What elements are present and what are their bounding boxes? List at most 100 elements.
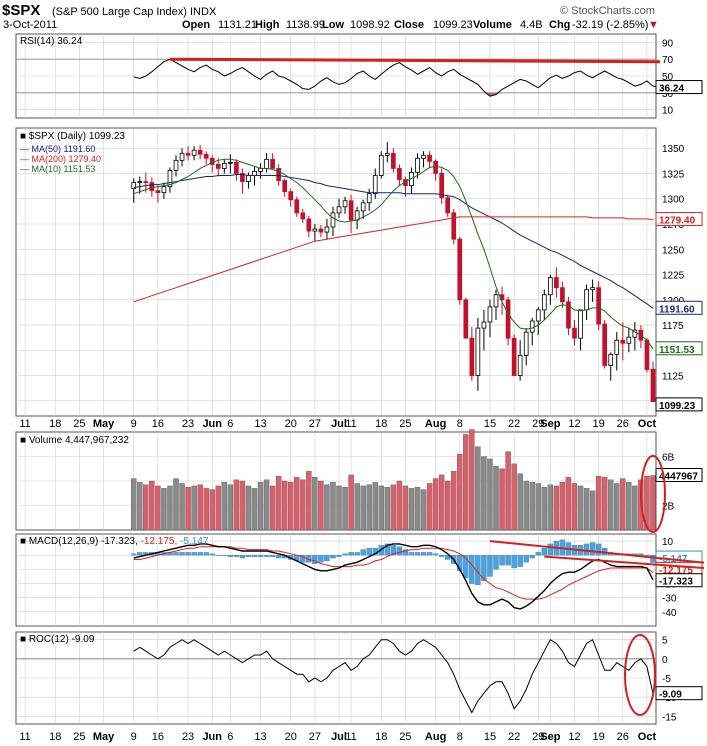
volume-bar: [457, 453, 463, 531]
chart-header: $SPX (S&P 500 Large Cap Index) INDX © St…: [2, 2, 659, 31]
x-tick-label: Jun: [202, 418, 222, 430]
ma200-value-label-box: [655, 212, 703, 227]
macd-tick-label: -40: [662, 608, 677, 619]
volume-title: ■ Volume 4,447,967,232: [20, 435, 129, 446]
volume-bar: [493, 466, 499, 531]
candle-body: [228, 161, 233, 164]
ma10-value-label-box: [655, 341, 703, 356]
macd-histogram-bar: [209, 553, 215, 556]
x-tick-label: 25: [399, 731, 411, 743]
macd-histogram-bar: [408, 552, 415, 556]
volume-bar: [565, 477, 572, 531]
volume-value-label-box: [655, 467, 703, 482]
x-tick-label: 27: [309, 418, 321, 430]
volume-bar: [294, 477, 300, 531]
candle-body: [215, 163, 221, 169]
macd-histogram-bar: [263, 555, 270, 557]
candle-body: [324, 226, 330, 233]
volume-bar: [402, 485, 409, 531]
volume-bar: [324, 484, 330, 531]
volume-bar: [523, 480, 529, 531]
macd-tick-label: -30: [662, 594, 677, 605]
x-tick-label: Aug: [425, 731, 446, 743]
x-tick-label: 16: [152, 418, 164, 430]
macd-histogram-bar: [233, 555, 240, 557]
macd-trendline-upper: [489, 540, 705, 564]
roc-panel: 50-5-10-15■ ROC(12) -9.09-9.09: [15, 631, 703, 725]
candle-body: [342, 200, 348, 208]
x-tick-label: 13: [254, 418, 266, 430]
candle-body: [391, 152, 396, 169]
candle-body: [511, 337, 517, 376]
candle-body: [378, 154, 384, 176]
macd-histogram-bar: [191, 552, 197, 556]
candle-body: [397, 168, 402, 180]
macd-histogram-bar: [499, 555, 505, 566]
index-name: (S&P 500 Large Cap Index): [52, 6, 187, 18]
ma50-value-label-box: [655, 300, 703, 315]
volume-bar: [173, 478, 179, 531]
chg-value: -32.19 (-2.85%): [572, 19, 648, 31]
candle-body: [614, 339, 620, 355]
candle-body: [487, 306, 493, 323]
macd-histogram-bar: [438, 555, 445, 557]
x-tick-label: 15: [484, 418, 496, 430]
macd-histogram-bar: [354, 552, 360, 556]
macd-histogram-bar: [511, 555, 517, 569]
x-tick-label: 11: [345, 418, 356, 430]
volume-bar: [632, 485, 638, 531]
x-tick-label: 18: [375, 418, 387, 430]
x-tick-label: 19: [593, 731, 605, 743]
open-value: 1131.21: [218, 19, 257, 31]
x-tick-label: 16: [152, 731, 164, 743]
x-tick-label: 25: [73, 731, 85, 743]
x-tick-label: 13: [254, 731, 266, 743]
macd-histogram-bar: [366, 548, 372, 556]
rsi-tick-label: 70: [662, 55, 674, 66]
low-value: 1098.92: [350, 19, 390, 31]
price-tick-label: 1300: [662, 195, 685, 206]
volume-value-label: 4447967: [655, 467, 703, 482]
rsi-trendline: [169, 57, 661, 64]
volume-bar: [589, 490, 596, 531]
volume-bar: [312, 477, 318, 531]
macd-histogram-bar: [535, 552, 541, 556]
volume-bar: [354, 483, 360, 531]
hist-value-text: -5.147: [180, 536, 209, 547]
volume-bar: [197, 484, 203, 531]
candle-body: [529, 320, 535, 333]
candle-body: [445, 197, 451, 214]
volume-bar: [203, 488, 209, 531]
macd-histogram-bar: [269, 555, 276, 557]
candle-body: [517, 354, 523, 376]
candle-body: [421, 154, 426, 159]
macd-histogram-bar: [547, 543, 554, 556]
candle-body: [234, 161, 239, 174]
candle-body: [554, 277, 559, 289]
x-tick-label: May: [93, 731, 115, 743]
candle-body: [173, 159, 179, 171]
candle-body: [336, 206, 342, 214]
x-tick-label: 18: [375, 731, 387, 743]
volume-bar: [475, 446, 481, 531]
volume-bar: [161, 488, 167, 531]
rsi-tick-label: 10: [662, 106, 674, 117]
roc-tick-label: 5: [662, 636, 668, 647]
candle-body: [475, 327, 481, 376]
volume-bar: [360, 485, 366, 531]
volume-circle: [640, 455, 666, 533]
volume-bar: [469, 429, 475, 531]
volume-bar: [505, 451, 511, 531]
volume-bar: [245, 485, 252, 531]
volume-bar: [288, 482, 294, 531]
x-tick-label: Sep: [540, 418, 560, 430]
price-tick-label: 1350: [662, 144, 685, 155]
macd-value-label: -17.323: [655, 573, 703, 588]
chg-label: Chg: [549, 19, 570, 31]
candle-body: [306, 218, 312, 232]
candle-body: [626, 336, 632, 344]
volume-bar: [131, 478, 137, 531]
candle-body: [493, 294, 499, 308]
x-tick-label: 11: [19, 418, 30, 430]
